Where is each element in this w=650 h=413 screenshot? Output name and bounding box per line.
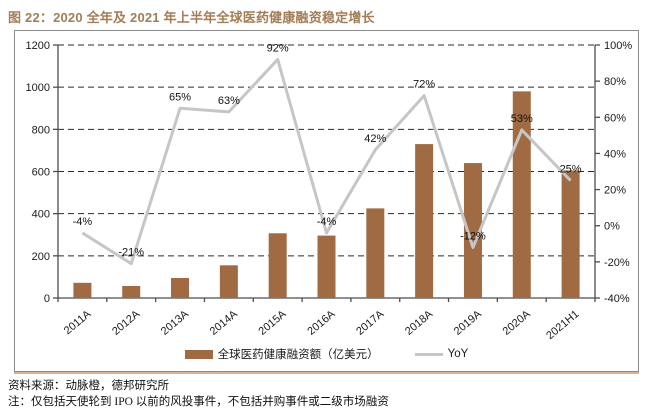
chart-legend: 全球医药健康融资额（亿美元） YoY — [15, 341, 638, 367]
bar-2013A — [171, 277, 190, 298]
bar-2014A — [219, 265, 238, 298]
x-axis-category-label: 2013A — [159, 308, 192, 338]
bar-2015A — [268, 233, 287, 298]
yoy-point-label: 72% — [413, 79, 435, 91]
yoy-point-label: 42% — [364, 133, 386, 145]
x-axis-category-label: 2015A — [257, 308, 290, 338]
legend-item-financing: 全球医药健康融资额（亿美元） — [184, 346, 379, 362]
right-axis-tick-label: 20% — [604, 185, 626, 197]
legend-bar-label: 全球医药健康融资额（亿美元） — [217, 349, 379, 361]
bar-2016A — [317, 235, 336, 298]
yoy-point-label: 65% — [169, 91, 191, 103]
right-axis-tick-label: 80% — [604, 76, 626, 88]
left-axis-tick-label: 600 — [32, 167, 50, 179]
x-axis-category-label: 2018A — [403, 308, 436, 338]
x-axis-category-label: 2011A — [62, 308, 94, 338]
x-axis-category-label: 2016A — [305, 308, 338, 338]
bar-2021H1 — [561, 170, 580, 298]
bar-2017A — [366, 208, 385, 298]
chart-box: 0 200 400 600 800 1000 1200 -40% -20% 0% 20% 40% 60%… — [14, 30, 639, 372]
note-text: 注：仅包括天使轮到 IPO 以前的风投事件，不包括并购事件或二级市场融资 — [8, 396, 389, 408]
legend-line-label: YoY — [447, 348, 469, 360]
left-axis-tick-label: 800 — [32, 124, 50, 136]
x-axis-category-label: 2012A — [110, 308, 143, 338]
legend-item-yoy: YoY — [414, 348, 469, 360]
x-axis-category-label: 2020A — [501, 308, 534, 338]
bar-series-swatch — [184, 349, 213, 359]
combo-chart: 0 200 400 600 800 1000 1200 -40% -20% 0% 20% 40% 60%… — [26, 40, 633, 341]
yoy-point-label: 53% — [511, 113, 533, 125]
left-axis-tick-label: 1200 — [26, 40, 50, 52]
left-axis-tick-label: 200 — [32, 251, 50, 263]
right-axis-tick-label: -40% — [604, 293, 630, 305]
x-axis-category-label: 2021H1 — [544, 308, 581, 341]
x-axis-category-label: 2017A — [354, 308, 387, 338]
bar-2019A — [463, 163, 482, 298]
source-text: 资料来源：动脉橙，德邦研究所 — [8, 380, 169, 392]
figure-title: 图 22：2020 全年及 2021 年上半年全球医药健康融资稳定增长 — [8, 10, 375, 25]
yoy-point-label: -4% — [317, 216, 337, 228]
right-axis-tick-label: -20% — [604, 257, 630, 269]
right-axis-tick-label: 0% — [604, 221, 620, 233]
line-series-swatch — [414, 352, 443, 356]
yoy-point-label: 25% — [560, 164, 582, 176]
yoy-point-label: -4% — [73, 216, 93, 228]
x-axis-category-label: 2019A — [452, 308, 485, 338]
right-axis-tick-label: 40% — [604, 148, 626, 160]
right-axis-tick-label: 100% — [604, 40, 632, 52]
bar-2011A — [73, 282, 92, 298]
yoy-point-label: 63% — [218, 95, 240, 107]
left-axis-tick-label: 400 — [32, 209, 50, 221]
left-axis-tick-label: 1000 — [26, 82, 50, 94]
x-axis-category-label: 2014A — [208, 308, 241, 338]
right-axis-tick-label: 60% — [604, 112, 626, 124]
yoy-line — [81, 57, 572, 266]
yoy-point-label: -12% — [460, 230, 486, 242]
yoy-point-label: 92% — [267, 42, 289, 54]
left-axis-tick-label: 0 — [44, 293, 50, 305]
yoy-point-label: -21% — [118, 247, 144, 259]
bar-2018A — [415, 144, 434, 298]
bar-2012A — [122, 285, 141, 298]
